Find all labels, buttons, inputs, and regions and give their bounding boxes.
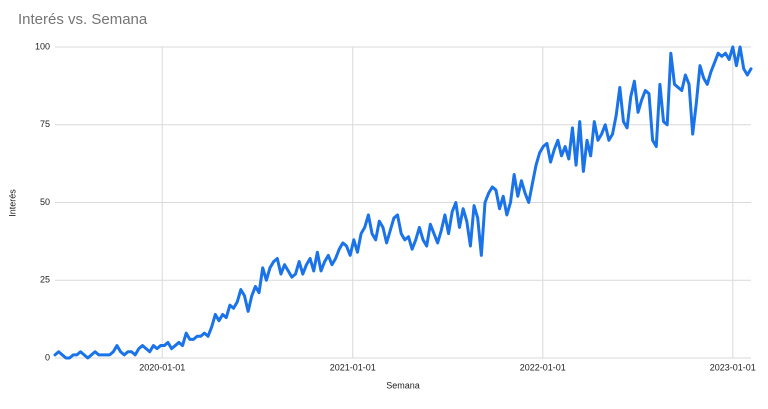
x-tick-label: 2021-01-01 <box>330 362 376 372</box>
y-tick-label: 50 <box>40 197 50 207</box>
x-tick-label: 2022-01-01 <box>520 362 566 372</box>
chart-title: Interés vs. Semana <box>18 11 148 28</box>
y-axis-title: Interés <box>7 189 17 217</box>
y-tick-label: 25 <box>40 275 50 285</box>
y-tick-label: 0 <box>45 352 50 362</box>
x-axis-title: Semana <box>386 380 420 390</box>
y-tick-label: 75 <box>40 119 50 129</box>
data-line <box>53 45 753 360</box>
y-tick-label: 100 <box>35 41 50 51</box>
x-tick-label: 2023-01-01 <box>710 362 756 372</box>
x-tick-label: 2020-01-01 <box>139 362 185 372</box>
